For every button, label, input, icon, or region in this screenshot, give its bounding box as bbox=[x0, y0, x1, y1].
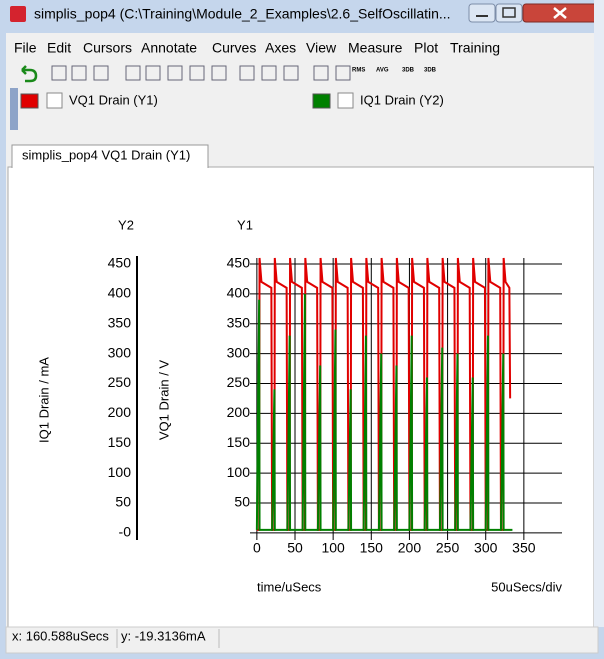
toolbar-button[interactable] bbox=[51, 65, 67, 81]
x-tick-label: 200 bbox=[398, 540, 422, 556]
toolbar-3db[interactable]: 3DB bbox=[402, 68, 415, 74]
y2-tick-label: 450 bbox=[108, 255, 132, 271]
menu-item[interactable]: Edit bbox=[47, 40, 71, 56]
legend-bar bbox=[10, 88, 18, 130]
scrollbar bbox=[594, 0, 604, 627]
y-tick-label: 100 bbox=[227, 464, 251, 480]
y-tick-label: 150 bbox=[227, 434, 251, 450]
x-tick-label: 0 bbox=[253, 540, 261, 556]
x-tick-label: 150 bbox=[360, 540, 384, 556]
legend-checkbox[interactable] bbox=[337, 92, 354, 109]
y2-tick-label: 400 bbox=[108, 285, 132, 301]
y2-tick-label: 350 bbox=[108, 314, 132, 330]
toolbar-rms[interactable]: RMS bbox=[352, 68, 365, 74]
y-tick-label: 400 bbox=[227, 285, 251, 301]
toolbar-button[interactable] bbox=[239, 65, 255, 81]
y-tick-label: 200 bbox=[227, 404, 251, 420]
toolbar-button[interactable] bbox=[211, 65, 227, 81]
x-tick-label: 300 bbox=[474, 540, 498, 556]
tab[interactable] bbox=[11, 144, 209, 168]
status-y: y: -19.3136mA bbox=[121, 628, 206, 643]
close-glyph bbox=[553, 7, 567, 19]
undo-button[interactable] bbox=[21, 65, 38, 83]
menu-item[interactable]: Cursors bbox=[83, 40, 132, 56]
toolbar-button[interactable] bbox=[335, 65, 351, 81]
toolbar-avg[interactable]: AVG bbox=[376, 68, 389, 74]
menu-item[interactable]: File bbox=[14, 40, 37, 56]
legend-label: IQ1 Drain (Y2) bbox=[360, 92, 444, 107]
window-title: simplis_pop4 (C:\Training\Module_2_Examp… bbox=[34, 6, 451, 22]
x-axis-label: time/uSecs bbox=[257, 579, 322, 594]
status-bar bbox=[5, 626, 599, 654]
menu-item[interactable]: Curves bbox=[212, 40, 256, 56]
app-icon bbox=[10, 6, 26, 22]
toolbar: RMS AVG 3DB 3DB bbox=[21, 65, 437, 83]
x-tick-label: 50 bbox=[287, 540, 303, 556]
toolbar-button[interactable] bbox=[167, 65, 183, 81]
x-tick-label: 100 bbox=[321, 540, 345, 556]
toolbar-button[interactable] bbox=[145, 65, 161, 81]
toolbar-button[interactable] bbox=[71, 65, 87, 81]
y2-tick-label: 50 bbox=[115, 494, 131, 510]
legend-swatch bbox=[312, 93, 331, 109]
y2-tick-label: 250 bbox=[108, 374, 132, 390]
toolbar-button[interactable] bbox=[313, 65, 329, 81]
menu-item[interactable]: View bbox=[306, 40, 337, 56]
menu-item[interactable]: Annotate bbox=[141, 40, 197, 56]
maximize-button[interactable] bbox=[495, 3, 523, 23]
x-tick-label: 250 bbox=[436, 540, 460, 556]
y-tick-label: 300 bbox=[227, 344, 251, 360]
y2-axis-label: IQ1 Drain / mA bbox=[36, 357, 51, 443]
menu-item[interactable]: Axes bbox=[265, 40, 296, 56]
y-axis-name: Y1 bbox=[237, 217, 253, 232]
toolbar-3db[interactable]: 3DB bbox=[424, 68, 437, 74]
legend-checkbox[interactable] bbox=[46, 92, 63, 109]
y2-tick-label: 300 bbox=[108, 344, 132, 360]
toolbar-button[interactable] bbox=[189, 65, 205, 81]
y2-tick-label: -0 bbox=[119, 524, 132, 540]
menu-item[interactable]: Training bbox=[450, 40, 500, 56]
x-tick-label: 350 bbox=[512, 540, 536, 556]
minimize-button[interactable] bbox=[468, 3, 496, 23]
legend-swatch bbox=[20, 93, 39, 109]
legend-label: VQ1 Drain (Y1) bbox=[69, 92, 158, 107]
y-tick-label: 450 bbox=[227, 255, 251, 271]
menu-item[interactable]: Plot bbox=[414, 40, 438, 56]
x-scale-label: 50uSecs/div bbox=[491, 579, 562, 594]
y2-tick-label: 100 bbox=[108, 464, 132, 480]
y-axis-label: VQ1 Drain / V bbox=[156, 360, 171, 441]
toolbar-button[interactable] bbox=[261, 65, 277, 81]
menu-bar: File Edit Cursors Annotate Curves Axes V… bbox=[14, 40, 500, 56]
y-tick-label: 250 bbox=[227, 374, 251, 390]
y2-tick-label: 200 bbox=[108, 404, 132, 420]
status-x: x: 160.588uSecs bbox=[12, 628, 109, 643]
plot-panel bbox=[7, 166, 595, 628]
y2-tick-label: 150 bbox=[108, 434, 132, 450]
y2-axis-name: Y2 bbox=[118, 217, 134, 232]
menu-item[interactable]: Measure bbox=[348, 40, 403, 56]
y-tick-label: 350 bbox=[227, 314, 251, 330]
toolbar-button[interactable] bbox=[125, 65, 141, 81]
series-line bbox=[255, 293, 513, 531]
maximize-glyph bbox=[502, 7, 516, 18]
tab-label[interactable]: simplis_pop4 VQ1 Drain (Y1) bbox=[22, 147, 190, 162]
toolbar-button[interactable] bbox=[93, 65, 109, 81]
y-tick-label: 50 bbox=[234, 494, 250, 510]
toolbar-button[interactable] bbox=[283, 65, 299, 81]
